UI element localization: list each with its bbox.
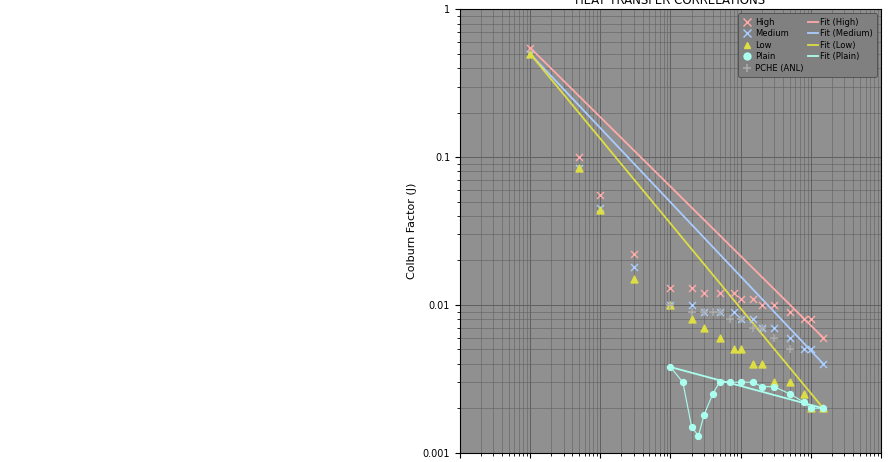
Point [782, 378, 797, 386]
Point [782, 346, 797, 353]
Point [572, 153, 587, 161]
Point [782, 308, 797, 316]
Point [733, 346, 748, 353]
Point [755, 383, 769, 390]
Point [755, 301, 769, 309]
Point [697, 411, 711, 419]
Point [663, 301, 677, 309]
Point [733, 316, 748, 323]
Point [733, 316, 748, 323]
Point [804, 405, 818, 412]
Point [746, 295, 760, 303]
Point [697, 308, 711, 316]
Point [697, 324, 711, 332]
Point [572, 164, 587, 171]
Point [755, 324, 769, 332]
Point [746, 378, 760, 386]
Point [572, 164, 587, 171]
Point [712, 308, 726, 316]
Point [627, 263, 641, 271]
Point [733, 378, 748, 386]
Point [797, 390, 811, 398]
Point [746, 324, 760, 332]
Point [627, 275, 641, 283]
Point [712, 290, 726, 297]
Point [593, 205, 607, 212]
Point [816, 405, 830, 412]
Point [727, 346, 741, 353]
Point [593, 192, 607, 199]
Point [684, 423, 699, 431]
Point [706, 308, 720, 316]
Point [727, 308, 741, 316]
Point [593, 206, 607, 213]
Point [663, 363, 677, 371]
Point [723, 378, 737, 386]
Point [767, 334, 781, 341]
Point [816, 360, 830, 367]
Point [767, 324, 781, 332]
Point [767, 378, 781, 386]
Point [523, 50, 538, 57]
Point [767, 301, 781, 309]
Point [816, 405, 830, 412]
Point [755, 360, 769, 367]
Point [684, 308, 699, 316]
Point [782, 334, 797, 341]
Point [663, 301, 677, 309]
Point [746, 316, 760, 323]
Point [676, 378, 690, 386]
Point [733, 295, 748, 303]
Y-axis label: Colburn Factor (J): Colburn Factor (J) [407, 183, 417, 279]
Point [523, 44, 538, 51]
Point [816, 334, 830, 341]
Point [797, 346, 811, 353]
Point [697, 290, 711, 297]
Point [767, 383, 781, 390]
Point [797, 398, 811, 406]
Point [663, 301, 677, 309]
Point [684, 316, 699, 323]
Point [804, 346, 818, 353]
Point [727, 290, 741, 297]
Point [684, 285, 699, 292]
Point [697, 308, 711, 316]
Point [706, 390, 720, 398]
Point [523, 50, 538, 57]
Point [663, 285, 677, 292]
Title: HEAT TRANSFER CORRELATIONS: HEAT TRANSFER CORRELATIONS [576, 0, 765, 6]
Point [782, 390, 797, 398]
Legend: High, Medium, Low, Plain, PCHE (ANL), Fit (High), Fit (Medium), Fit (Low), Fit (: High, Medium, Low, Plain, PCHE (ANL), Fi… [738, 13, 877, 77]
Point [746, 360, 760, 367]
Point [684, 301, 699, 309]
Point [797, 316, 811, 323]
Point [712, 308, 726, 316]
Point [804, 405, 818, 412]
Point [804, 316, 818, 323]
Point [712, 378, 726, 386]
Point [723, 316, 737, 323]
Point [712, 334, 726, 341]
Point [692, 432, 706, 440]
Point [627, 250, 641, 258]
Point [755, 324, 769, 332]
